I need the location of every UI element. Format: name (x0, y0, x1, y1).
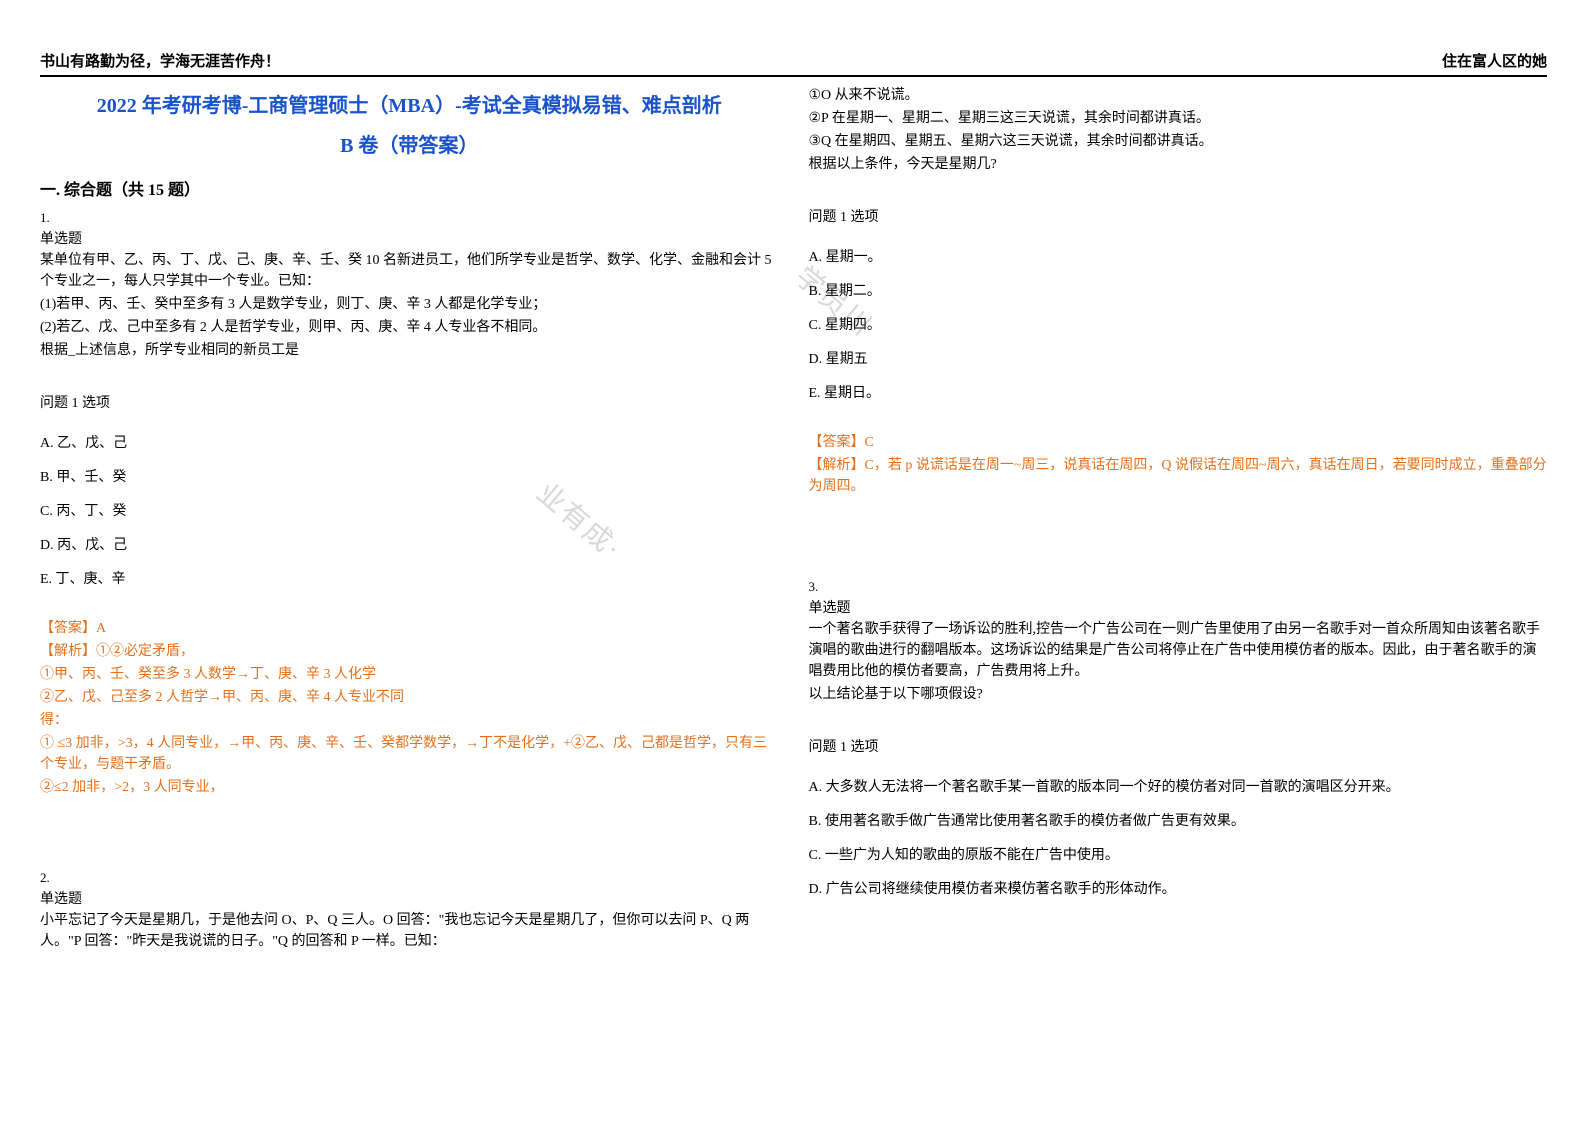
q1-text-line: (1)若甲、丙、壬、癸中至多有 3 人是数学专业，则丁、庚、辛 3 人都是化学专… (40, 294, 779, 315)
q3-number: 3. (809, 579, 1548, 595)
q1-answer-block: 【答案】A 【解析】①②必定矛盾， ①甲、丙、壬、癸至多 3 人数学→丁、庚、辛… (40, 618, 779, 798)
q1-option-a: A. 乙、戊、己 (40, 432, 779, 452)
q2-text-line: 小平忘记了今天是星期几，于是他去问 O、P、Q 三人。O 回答："我也忘记今天是… (40, 910, 779, 952)
document-subtitle: B 卷（带答案） (40, 129, 779, 158)
q2-number: 2. (40, 870, 779, 886)
q3-option-b: B. 使用著名歌手做广告通常比使用著名歌手的模仿者做广告更有效果。 (809, 810, 1548, 830)
q3-options-label: 问题 1 选项 (809, 737, 1548, 758)
q1-option-b: B. 甲、壬、癸 (40, 466, 779, 486)
document-title: 2022 年考研考博-工商管理硕士（MBA）-考试全真模拟易错、难点剖析 (40, 91, 779, 121)
q2-option-d: D. 星期五 (809, 348, 1548, 368)
q1-analysis-line: ②乙、戊、己至多 2 人哲学→甲、丙、庚、辛 4 人专业不同 (40, 687, 779, 708)
q2-cont-line: 根据以上条件，今天是星期几? (809, 154, 1548, 175)
q1-option-e: E. 丁、庚、辛 (40, 568, 779, 588)
q2-analysis-line: 【解析】C，若 p 说谎话是在周一~周三，说真话在周四，Q 说假话在周四~周六，… (809, 455, 1548, 497)
q2-option-c: C. 星期四。 (809, 314, 1548, 334)
q2-option-e: E. 星期日。 (809, 382, 1548, 402)
q2-cont-line: ③Q 在星期四、星期五、星期六这三天说谎，其余时间都讲真话。 (809, 131, 1548, 152)
q1-number: 1. (40, 210, 779, 226)
q3-option-d: D. 广告公司将继续使用模仿者来模仿著名歌手的形体动作。 (809, 878, 1548, 898)
section-heading: 一. 综合题（共 15 题） (40, 176, 779, 200)
header-bar: 书山有路勤为径，学海无涯苦作舟！ 住在富人区的她 (40, 50, 1547, 77)
q3-option-c: C. 一些广为人知的歌曲的原版不能在广告中使用。 (809, 844, 1548, 864)
q3-text-line: 以上结论基于以下哪项假设? (809, 684, 1548, 705)
header-left: 书山有路勤为径，学海无涯苦作舟！ (40, 50, 280, 71)
q1-option-c: C. 丙、丁、癸 (40, 500, 779, 520)
q3-type: 单选题 (809, 597, 1548, 617)
q2-cont-line: ①O 从来不说谎。 (809, 85, 1548, 106)
q2-option-a: A. 星期一。 (809, 246, 1548, 266)
q1-analysis-line: 得： (40, 710, 779, 731)
right-column: ①O 从来不说谎。 ②P 在星期一、星期二、星期三这三天说谎，其余时间都讲真话。… (809, 85, 1548, 954)
header-right: 住在富人区的她 (1442, 50, 1547, 71)
q1-type: 单选题 (40, 228, 779, 248)
q1-analysis-line: ②≤2 加非，>2，3 人同专业， (40, 777, 779, 798)
q3-option-a: A. 大多数人无法将一个著名歌手某一首歌的版本同一个好的模仿者对同一首歌的演唱区… (809, 776, 1548, 796)
q1-text-line: (2)若乙、戊、己中至多有 2 人是哲学专业，则甲、丙、庚、辛 4 人专业各不相… (40, 317, 779, 338)
q1-options-label: 问题 1 选项 (40, 393, 779, 414)
q2-options-label: 问题 1 选项 (809, 207, 1548, 228)
q2-cont-line: ②P 在星期一、星期二、星期三这三天说谎，其余时间都讲真话。 (809, 108, 1548, 129)
q1-text-line: 根据_上述信息，所学专业相同的新员工是 (40, 340, 779, 361)
q2-type: 单选题 (40, 888, 779, 908)
q2-option-b: B. 星期二。 (809, 280, 1548, 300)
q2-answer-label: 【答案】C (809, 432, 1548, 453)
q1-answer-label: 【答案】A (40, 618, 779, 639)
q1-analysis-line: ① ≤3 加非，>3，4 人同专业，→甲、丙、庚、辛、壬、癸都学数学，→丁不是化… (40, 733, 779, 775)
q2-answer-block: 【答案】C 【解析】C，若 p 说谎话是在周一~周三，说真话在周四，Q 说假话在… (809, 432, 1548, 497)
q3-text-line: 一个著名歌手获得了一场诉讼的胜利,控告一个广告公司在一则广告里使用了由另一名歌手… (809, 619, 1548, 682)
q1-analysis-line: ①甲、丙、壬、癸至多 3 人数学→丁、庚、辛 3 人化学 (40, 664, 779, 685)
q1-text-line: 某单位有甲、乙、丙、丁、戊、己、庚、辛、壬、癸 10 名新进员工，他们所学专业是… (40, 250, 779, 292)
q1-option-d: D. 丙、戊、己 (40, 534, 779, 554)
left-column: 2022 年考研考博-工商管理硕士（MBA）-考试全真模拟易错、难点剖析 B 卷… (40, 85, 779, 954)
q1-analysis-line: 【解析】①②必定矛盾， (40, 641, 779, 662)
content-columns: 2022 年考研考博-工商管理硕士（MBA）-考试全真模拟易错、难点剖析 B 卷… (40, 85, 1547, 954)
